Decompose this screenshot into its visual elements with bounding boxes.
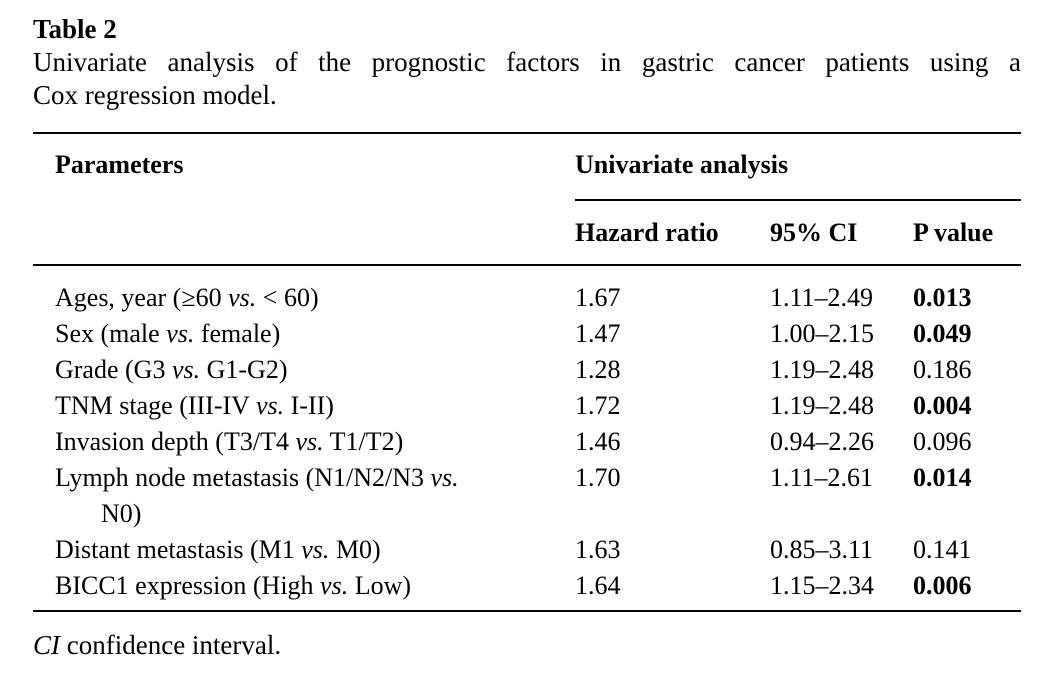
parameter-cell: Lymph node metastasis (N1/N2/N3 vs. N0): [33, 460, 575, 532]
table-row: Invasion depth (T3/T4 vs. T1/T2) 1.46 0.…: [33, 424, 1021, 460]
parameter-text-continued: G1-G2): [200, 355, 288, 384]
table-row: Lymph node metastasis (N1/N2/N3 vs. N0) 1…: [33, 460, 1021, 532]
article-table-page: Table 2 Univariate analysis of the progn…: [33, 14, 1022, 662]
table-row: Distant metastasis (M1 vs. M0) 1.63 0.85…: [33, 532, 1021, 568]
parameter-text-continued: Low): [348, 571, 412, 600]
hazard-ratio-value: 1.28: [575, 355, 621, 384]
parameter-wrapped-text: N0): [101, 499, 142, 528]
parameter-text: Distant metastasis (M1: [55, 535, 302, 564]
parameter-text-continued: < 60): [256, 283, 319, 312]
parameter-text: BICC1 expression (High: [55, 571, 321, 600]
column-header-95ci: 95% CI: [770, 218, 858, 247]
p-value: 0.141: [913, 535, 972, 564]
ci-95-value: 1.11–2.61: [770, 463, 874, 492]
footnote-text: confidence interval.: [66, 630, 282, 660]
versus-label: vs.: [166, 319, 195, 348]
parameter-cell: Distant metastasis (M1 vs. M0): [33, 532, 575, 568]
parameter-text-continued: I-II): [284, 391, 334, 420]
table-body: Ages, year (≥60 vs. < 60) 1.67 1.11–2.49…: [33, 265, 1021, 611]
hazard-ratio-value: 1.64: [575, 571, 621, 600]
parameter-cell: Sex (male vs. female): [33, 316, 575, 352]
p-value: 0.004: [913, 391, 972, 420]
table-row: BICC1 expression (High vs. Low) 1.64 1.1…: [33, 568, 1021, 611]
ci-95-value: 1.19–2.48: [770, 391, 874, 420]
parameter-text: Invasion depth (T3/T4: [55, 427, 296, 456]
univariate-analysis-table: Parameters Univariate analysis Hazard ra…: [33, 132, 1022, 612]
ci-95-value: 1.19–2.48: [770, 355, 874, 384]
versus-label: vs.: [171, 355, 201, 384]
table-row: TNM stage (III-IV vs. I-II) 1.72 1.19–2.…: [33, 388, 1021, 424]
column-header-parameters: Parameters: [55, 150, 184, 179]
parameter-wrapped-line: N0): [55, 499, 141, 528]
table-footnote: CI confidence interval.: [33, 628, 1021, 662]
versus-label: vs.: [228, 283, 257, 312]
group-header-row: Parameters Univariate analysis: [33, 133, 1022, 201]
column-header-p-value: P value: [913, 218, 994, 247]
versus-label: vs.: [255, 391, 285, 420]
p-value: 0.013: [913, 283, 972, 312]
parameter-text-continued: female): [194, 319, 281, 348]
parameter-text: TNM stage (III-IV: [55, 391, 256, 420]
parameter-cell: TNM stage (III-IV vs. I-II): [33, 388, 575, 424]
hazard-ratio-value: 1.70: [575, 463, 621, 492]
p-value: 0.186: [913, 355, 972, 384]
parameter-cell: Invasion depth (T3/T4 vs. T1/T2): [33, 424, 575, 460]
parameter-text: Lymph node metastasis (N1/N2/N3: [55, 463, 431, 492]
ci-95-value: 0.85–3.11: [770, 535, 874, 564]
ci-95-value: 1.15–2.34: [770, 571, 874, 600]
footnote-abbreviation: CI: [33, 630, 60, 660]
table-row: Ages, year (≥60 vs. < 60) 1.67 1.11–2.49…: [33, 265, 1021, 316]
parameter-text: Grade (G3: [55, 355, 172, 384]
hazard-ratio-value: 1.46: [575, 427, 621, 456]
parameter-text-continued: T1/T2): [323, 427, 404, 456]
p-value: 0.014: [913, 463, 972, 492]
parameter-text: Ages, year (≥60: [55, 283, 229, 312]
hazard-ratio-value: 1.63: [575, 535, 621, 564]
p-value: 0.096: [913, 427, 972, 456]
versus-label: vs.: [320, 571, 349, 600]
ci-95-value: 1.11–2.49: [770, 283, 874, 312]
table-row: Grade (G3 vs. G1-G2) 1.28 1.19–2.48 0.18…: [33, 352, 1021, 388]
table-caption-line1: Univariate analysis of the prognostic fa…: [33, 47, 1021, 77]
versus-label: vs.: [295, 427, 324, 456]
ci-95-value: 0.94–2.26: [770, 427, 874, 456]
hazard-ratio-value: 1.67: [575, 283, 621, 312]
parameter-text: Sex (male: [55, 319, 167, 348]
table-caption: Univariate analysis of the prognostic fa…: [33, 46, 1021, 112]
table-row: Sex (male vs. female) 1.47 1.00–2.15 0.0…: [33, 316, 1021, 352]
table-label: Table 2: [33, 14, 117, 44]
parameter-cell: Grade (G3 vs. G1-G2): [33, 352, 575, 388]
hazard-ratio-value: 1.47: [575, 319, 621, 348]
parameter-cell: Ages, year (≥60 vs. < 60): [33, 265, 575, 316]
sub-header-row: Hazard ratio 95% CI P value: [33, 200, 1021, 265]
column-header-hazard-ratio: Hazard ratio: [575, 218, 719, 247]
table-header: Parameters Univariate analysis Hazard ra…: [33, 133, 1022, 265]
column-group-header-univariate-analysis: Univariate analysis: [575, 133, 1022, 201]
versus-label: vs.: [430, 463, 459, 492]
p-value: 0.006: [913, 571, 972, 600]
p-value: 0.049: [913, 319, 972, 348]
versus-label: vs.: [301, 535, 330, 564]
parameter-cell: BICC1 expression (High vs. Low): [33, 568, 575, 611]
hazard-ratio-value: 1.72: [575, 391, 621, 420]
ci-95-value: 1.00–2.15: [770, 319, 874, 348]
table-caption-line2: Cox regression model.: [33, 80, 277, 110]
parameter-text-continued: M0): [329, 535, 381, 564]
